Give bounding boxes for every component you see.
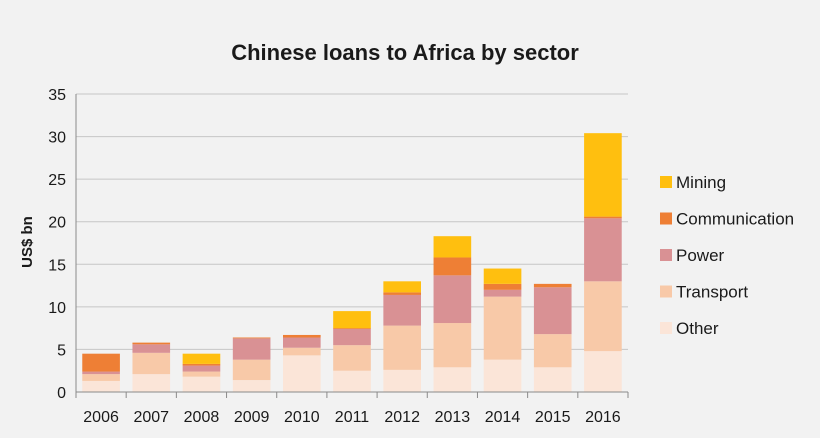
bar-segment-mining-2016 (584, 133, 622, 217)
legend-label-mining: Mining (676, 173, 726, 192)
bar-segment-communication-2014 (483, 283, 522, 290)
legend-swatch-power (660, 249, 672, 261)
legend: Mining Communication Power Transport Other (660, 173, 794, 338)
bar-segment-communication-2012 (383, 292, 421, 295)
bar-segment-other-2014 (483, 359, 522, 392)
legend-swatch-mining (660, 176, 672, 188)
bar-segment-power-2007 (132, 344, 171, 353)
x-tick-label: 2014 (485, 409, 521, 426)
bar-segment-power-2008 (182, 365, 221, 372)
bar-segment-power-2009 (232, 338, 271, 360)
bar-segment-mining-2008 (182, 353, 221, 364)
bar-segment-power-2006 (82, 371, 120, 375)
bar-segment-power-2010 (283, 337, 321, 348)
bar-segment-transport-2012 (383, 325, 421, 370)
x-tick-label: 2015 (535, 409, 571, 426)
bar-segment-mining-2013 (433, 236, 472, 258)
axes (75, 94, 629, 398)
legend-swatch-other (660, 322, 672, 334)
bar-segment-communication-2008 (182, 363, 221, 366)
bar-segment-other-2012 (383, 369, 421, 392)
bar-segment-transport-2016 (584, 281, 622, 352)
y-tick-label: 0 (57, 385, 66, 402)
x-tick-label: 2007 (133, 409, 169, 426)
x-tick-label: 2016 (585, 409, 621, 426)
tick-labels: 0 5 10 15 20 25 30 35 2006 2007 2008 2009 2010 2011 20… (48, 87, 621, 426)
gridlines (76, 93, 628, 350)
x-tick-label: 2012 (384, 409, 420, 426)
bar-segment-communication-2009 (232, 337, 271, 339)
bars (82, 133, 622, 392)
bar-segment-transport-2006 (82, 374, 120, 381)
bar-segment-transport-2015 (533, 334, 572, 368)
bar-segment-other-2006 (82, 380, 120, 392)
bar-segment-transport-2013 (433, 323, 472, 368)
bar-segment-communication-2011 (333, 328, 371, 329)
bar-segment-communication-2007 (132, 342, 171, 345)
bar-segment-power-2016 (584, 218, 622, 282)
x-tick-label: 2013 (435, 409, 471, 426)
bar-segment-transport-2014 (483, 296, 522, 360)
bar-segment-power-2013 (433, 275, 472, 324)
legend-label-power: Power (676, 246, 725, 265)
y-tick-label: 25 (48, 172, 66, 189)
y-tick-label: 5 (57, 342, 66, 359)
legend-label-communication: Communication (676, 210, 794, 229)
bar-segment-transport-2009 (232, 359, 271, 381)
chart-title: Chinese loans to Africa by sector (231, 40, 579, 65)
legend-swatch-transport (660, 285, 672, 298)
bar-segment-other-2016 (584, 351, 622, 392)
x-tick-label: 2010 (284, 409, 320, 426)
bar-segment-communication-2016 (584, 216, 622, 219)
bar-segment-power-2011 (333, 328, 371, 346)
bar-segment-transport-2011 (333, 345, 371, 371)
bar-segment-transport-2007 (132, 352, 171, 375)
bar-segment-communication-2013 (433, 257, 472, 276)
bar-segment-other-2007 (132, 374, 171, 392)
legend-label-other: Other (676, 319, 719, 338)
bar-segment-power-2014 (483, 289, 522, 297)
y-tick-label: 35 (48, 87, 66, 104)
bar-segment-communication-2010 (283, 334, 321, 338)
legend-swatch-communication (660, 212, 672, 225)
x-tick-label: 2011 (335, 409, 370, 426)
x-tick-label: 2006 (83, 409, 119, 426)
bar-segment-transport-2010 (283, 347, 321, 356)
bar-segment-communication-2006 (82, 353, 120, 372)
bar-segment-other-2013 (433, 367, 472, 392)
bar-segment-power-2012 (383, 294, 421, 326)
y-tick-label: 30 (48, 130, 66, 147)
y-axis-label: US$ bn (19, 216, 36, 268)
x-tick-label: 2008 (184, 409, 220, 426)
y-tick-label: 20 (48, 215, 66, 232)
bar-segment-mining-2014 (483, 268, 522, 284)
x-tick-label: 2009 (234, 409, 270, 426)
bar-segment-power-2015 (533, 287, 572, 335)
bar-segment-transport-2008 (182, 371, 221, 377)
bar-segment-other-2015 (533, 367, 572, 392)
bar-segment-other-2011 (333, 370, 371, 392)
bar-segment-mining-2011 (333, 311, 371, 329)
bar-segment-communication-2015 (533, 283, 572, 288)
legend-label-transport: Transport (676, 283, 748, 302)
bar-segment-other-2009 (232, 380, 271, 392)
bar-segment-other-2010 (283, 355, 321, 392)
bar-segment-mining-2012 (383, 281, 421, 293)
y-tick-label: 10 (48, 300, 66, 317)
bar-segment-other-2008 (182, 376, 221, 392)
y-tick-label: 15 (48, 257, 66, 274)
